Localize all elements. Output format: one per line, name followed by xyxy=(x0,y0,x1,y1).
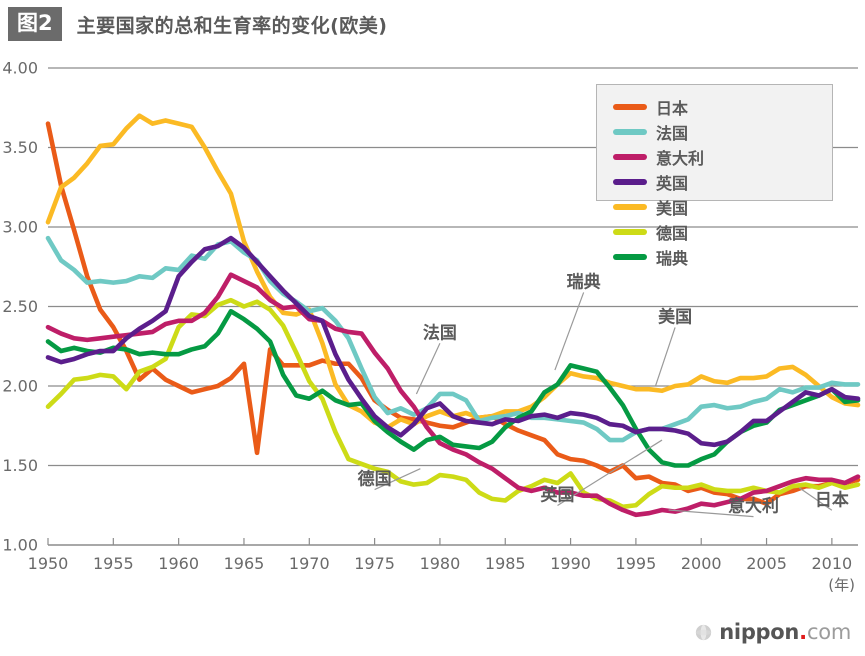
y-axis-tick-label: 2.00 xyxy=(2,377,38,396)
chart-legend: 日本法国意大利英国 美国德国瑞典 xyxy=(596,84,833,268)
x-axis-ticks: 1950 1955 1960 1965 1970 1975 1980 1985 1990 1995… xyxy=(28,538,853,573)
legend-item-德国[interactable]: 德国 xyxy=(613,219,721,244)
series-line-日本 xyxy=(45,121,861,506)
legend-color-swatch xyxy=(613,253,647,260)
legend-column-left: 日本 法国 意大利 英国 xyxy=(613,94,721,194)
legend-item-美国[interactable]: 美国 xyxy=(613,194,721,219)
series-line-瑞典 xyxy=(45,308,861,468)
logo-tld-text: com xyxy=(807,620,851,644)
legend-item-瑞典[interactable]: 瑞典 xyxy=(613,244,721,269)
legend-column-right: 美国 德国 瑞典 xyxy=(613,194,721,269)
legend-item-label: 瑞典 xyxy=(656,248,689,268)
legend-color-swatch xyxy=(613,128,647,135)
y-axis-tick-label: 3.50 xyxy=(2,138,38,157)
y-axis-tick-label: 3.00 xyxy=(2,218,38,237)
legend-item-意大利[interactable]: 意大利 xyxy=(613,144,721,169)
legend-item-label: 法国 xyxy=(656,123,689,143)
annotation-leader-line xyxy=(557,439,663,506)
legend-item-label: 英国 xyxy=(656,173,689,193)
x-axis-tick-label: 1950 xyxy=(28,554,69,573)
legend-item-日本[interactable]: 日本 xyxy=(613,94,721,119)
x-axis-tick-label: 1965 xyxy=(224,554,265,573)
logo-name-text: nippon xyxy=(719,620,800,644)
logo-dot-text: . xyxy=(799,620,808,644)
x-axis-unit-label: (年) xyxy=(828,576,855,594)
y-axis-tick-label: 1.50 xyxy=(2,456,38,475)
x-axis-tick-label: 1985 xyxy=(485,554,526,573)
legend-color-swatch xyxy=(613,228,647,235)
figure-number-badge: 图2 xyxy=(8,7,62,41)
x-axis-tick-label: 1990 xyxy=(550,554,591,573)
sphere-logo-icon xyxy=(696,624,712,640)
legend-color-swatch xyxy=(613,178,647,185)
legend-item-法国[interactable]: 法国 xyxy=(613,119,721,144)
series-line-英国 xyxy=(45,235,861,448)
annotation-label-德国: 德国 xyxy=(358,469,392,490)
annotation-leader-line xyxy=(415,343,441,395)
legend-item-label: 意大利 xyxy=(656,148,705,168)
x-axis-tick-label: 1995 xyxy=(616,554,657,573)
nippon-com-logo[interactable]: nippon . com xyxy=(695,620,851,644)
y-axis-tick-label: 2.50 xyxy=(2,297,38,316)
annotation-label-美国: 美国 xyxy=(658,306,692,327)
annotation-leader-line xyxy=(554,292,585,371)
legend-color-swatch xyxy=(613,203,647,210)
x-axis-tick-label: 1960 xyxy=(158,554,199,573)
legend-item-label: 德国 xyxy=(656,223,689,243)
legend-color-swatch xyxy=(613,153,647,160)
legend-item-label: 日本 xyxy=(656,98,689,118)
annotation-leader-line xyxy=(798,487,833,511)
legend-item-英国[interactable]: 英国 xyxy=(613,169,721,194)
annotation-leader-line xyxy=(668,509,754,518)
annotation-label-瑞典: 瑞典 xyxy=(567,271,601,292)
annotation-leader-line xyxy=(654,327,676,387)
annotation-leader-line xyxy=(374,468,421,491)
y-axis-ticks: 1.00 1.50 2.00 2.50 3.00 3.50 4.00 xyxy=(2,59,38,555)
legend-item-label: 美国 xyxy=(656,198,689,218)
annotation-label-日本: 日本 xyxy=(815,489,849,510)
annotation-label-意大利: 意大利 xyxy=(728,496,779,517)
legend-color-swatch xyxy=(613,103,647,110)
x-axis-tick-label: 2000 xyxy=(681,554,722,573)
chart-area: 1.00 1.50 2.00 2.50 3.00 3.50 4.00 1950 1955 196… xyxy=(0,48,865,608)
x-axis-tick-label: 1955 xyxy=(93,554,134,573)
data-series xyxy=(45,113,861,518)
x-axis-tick-label: 1970 xyxy=(289,554,330,573)
annotation-label-英国: 英国 xyxy=(541,484,575,505)
x-axis-tick-label: 1975 xyxy=(354,554,395,573)
y-axis-tick-label: 4.00 xyxy=(2,59,38,78)
x-axis-tick-label: 2010 xyxy=(812,554,853,573)
line-chart: 1.00 1.50 2.00 2.50 3.00 3.50 4.00 1950 1955 196… xyxy=(2,59,861,594)
x-axis-tick-label: 2005 xyxy=(746,554,787,573)
page-title: 主要国家的总和生育率的变化(欧美) xyxy=(76,14,388,37)
chart-header: 图2 主要国家的总和生育率的变化(欧美) xyxy=(0,0,865,48)
annotation-label-法国: 法国 xyxy=(423,322,457,343)
y-axis-tick-label: 1.00 xyxy=(2,536,38,555)
series-line-法国 xyxy=(45,235,861,443)
series-line-意大利 xyxy=(45,272,861,518)
x-axis-tick-label: 1980 xyxy=(420,554,461,573)
